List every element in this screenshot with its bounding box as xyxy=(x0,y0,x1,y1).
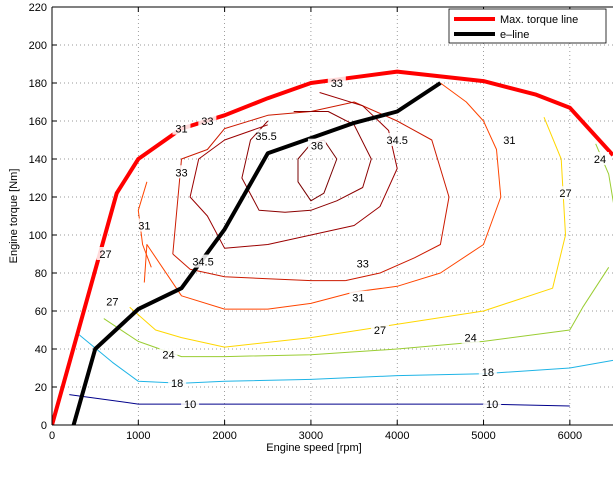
y-tick-label: 60 xyxy=(35,306,47,318)
x-tick-label: 6000 xyxy=(558,430,582,442)
contour-label-bg xyxy=(135,218,154,232)
contour-label-bg xyxy=(349,290,368,304)
contour-label: 18 xyxy=(171,378,183,390)
contour-label-bg xyxy=(500,133,519,146)
contour-label-bg xyxy=(591,152,610,165)
contour-line-36 xyxy=(297,139,338,202)
legend-box xyxy=(448,8,607,44)
series-lines xyxy=(52,69,613,425)
contour-labels: 10 101818242424272727273131313333333334.5… xyxy=(96,76,610,411)
contour-label-bg xyxy=(198,114,217,127)
contour-label: 34.5 xyxy=(192,257,213,269)
e-line xyxy=(71,81,442,425)
x-tick-label: 2000 xyxy=(212,430,236,442)
y-tick-label: 40 xyxy=(35,344,47,356)
contour-line-33 xyxy=(172,253,346,282)
legend-label-e-line: e–line xyxy=(500,29,529,41)
contour-line-33 xyxy=(172,101,450,282)
contour-label-bg xyxy=(168,376,187,390)
contour-label-bg xyxy=(370,323,389,336)
contour-label: 24 xyxy=(162,350,174,362)
contour-label: 33 xyxy=(331,78,343,90)
contour-lines xyxy=(69,82,613,407)
legend: Max. torque line e–line xyxy=(448,8,607,44)
contour-label-bg xyxy=(194,254,213,268)
y-tick-label: 100 xyxy=(29,230,47,242)
contour-label-bg xyxy=(483,397,502,411)
contour-label-bg xyxy=(556,186,575,200)
contour-label-bg xyxy=(307,138,326,152)
contour-label: 31 xyxy=(503,135,515,147)
x-tick-label: 4000 xyxy=(385,430,409,442)
contour-label: 24 xyxy=(594,154,606,166)
contour-label: 35.5 xyxy=(255,131,276,143)
contour-label: 33 xyxy=(357,259,369,271)
contour-label: 31 xyxy=(138,221,150,233)
contour-label-bg xyxy=(388,133,407,146)
contour-label: 18 xyxy=(482,367,494,379)
contour-line-31 xyxy=(143,82,502,310)
contour-line-27 xyxy=(129,117,566,348)
contour-label: 31 xyxy=(175,124,187,136)
contour-label-bg xyxy=(172,121,191,135)
contour-label-bg xyxy=(103,294,122,308)
contour-label-bg xyxy=(353,256,372,270)
x-tick-label: 0 xyxy=(49,430,55,442)
y-tick-label: 200 xyxy=(29,40,47,52)
contour-label: 27 xyxy=(559,188,571,200)
contour-label: 24 xyxy=(464,333,476,345)
contour-label: 33 xyxy=(201,116,213,128)
contour-label: 27 xyxy=(374,325,386,337)
max-torque-line xyxy=(52,69,613,425)
contour-label-bg xyxy=(181,397,200,411)
y-tick-label: 120 xyxy=(29,192,47,204)
contour-label-bg xyxy=(172,165,191,179)
contour-label-bg xyxy=(327,76,346,89)
contour-label: 27 xyxy=(106,297,118,309)
contour-label: 34.5 xyxy=(387,135,408,147)
contour-label: 10 xyxy=(486,399,498,411)
y-tick-label: 160 xyxy=(29,116,47,128)
contour-label: 27 xyxy=(99,249,111,261)
legend-label-max-torque: Max. torque line xyxy=(500,14,578,26)
contour-label-bg xyxy=(257,129,276,143)
y-tick-label: 180 xyxy=(29,78,47,90)
contour-label-bg xyxy=(461,330,480,344)
contour-label-bg xyxy=(159,347,178,361)
contour-label: 36 xyxy=(311,141,323,153)
contour-label: 31 xyxy=(352,293,364,305)
plot-background xyxy=(52,7,613,425)
x-tick-label: 1000 xyxy=(126,430,150,442)
y-tick-label: 80 xyxy=(35,268,47,280)
contour-label-bg xyxy=(96,247,115,260)
x-tick-label: 3000 xyxy=(299,430,323,442)
contour-label-bg xyxy=(478,364,497,378)
y-axis-title: Engine torque [Nm] xyxy=(8,169,20,264)
contour-label: 33 xyxy=(175,167,187,179)
y-tick-label: 140 xyxy=(29,154,47,166)
x-axis-title: Engine speed [rpm] xyxy=(266,442,361,454)
contour-label: 10 xyxy=(184,399,196,411)
y-tick-label: 20 xyxy=(35,382,47,394)
contour-line-18 xyxy=(77,333,613,384)
y-tick-label: 0 xyxy=(41,420,47,432)
x-tick-label: 5000 xyxy=(471,430,495,442)
y-tick-label: 220 xyxy=(29,2,47,14)
ticks: 0 1000 2000 3000 4000 5000 6000 0 20 40 60 80 100 120… xyxy=(29,2,582,442)
